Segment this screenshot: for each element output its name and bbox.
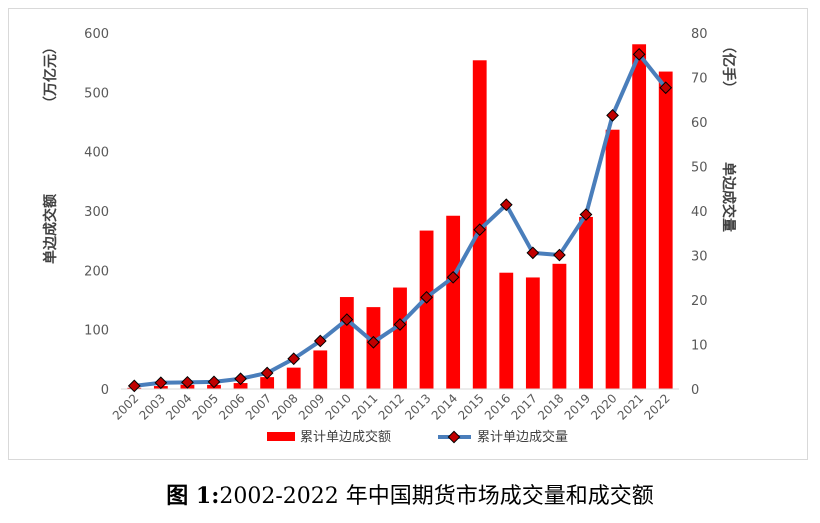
legend: 累计单边成交额 累计单边成交量: [267, 429, 568, 445]
line-marker: [393, 318, 407, 331]
x-tick-label: 2015: [455, 391, 486, 422]
x-tick-label: 2005: [190, 391, 221, 422]
figure-label: 图 1:: [166, 483, 220, 509]
bar: [419, 230, 434, 389]
x-tick-label: 2018: [535, 391, 566, 422]
legend-line-marker: [447, 430, 461, 444]
y-left-tick-label: 200: [84, 264, 109, 279]
y-right-tick-label: 80: [691, 27, 708, 42]
bar: [393, 287, 407, 389]
y-left-tick-label: 400: [84, 146, 109, 161]
y-right-tick-label: 20: [691, 294, 708, 309]
bar: [525, 277, 540, 389]
y-right-axis-title: 单边成交量: [720, 162, 737, 232]
line-marker: [499, 198, 513, 212]
line-marker: [553, 248, 566, 262]
x-tick-label: 2007: [243, 391, 274, 422]
x-tick-label: 2004: [163, 391, 194, 422]
line-marker: [340, 313, 354, 326]
line-marker: [473, 223, 487, 237]
x-tick-label: 2011: [349, 391, 380, 422]
bar: [658, 71, 673, 390]
line-marker: [659, 81, 673, 95]
bar: [233, 383, 248, 389]
line-marker: [154, 376, 168, 390]
x-tick-label: 2017: [508, 391, 539, 422]
y-right-tick-label: 10: [691, 339, 708, 354]
line-marker: [367, 335, 380, 349]
line-marker: [526, 246, 540, 260]
figure-caption: 图 1:2002-2022 年中国期货市场成交量和成交额: [0, 478, 820, 510]
y-right-tick-label: 30: [691, 250, 708, 265]
bar: [579, 216, 593, 389]
bar: [499, 272, 514, 389]
line-marker: [234, 372, 247, 386]
x-tick-label: 2006: [216, 391, 247, 422]
line-marker: [606, 108, 619, 122]
x-tick-label: 2022: [641, 391, 672, 422]
y-right-tick-label: 40: [691, 205, 708, 220]
y-left-tick-label: 300: [84, 205, 109, 220]
bar: [286, 367, 301, 389]
bar: [446, 215, 461, 389]
line-marker: [446, 270, 460, 284]
bar: [605, 129, 620, 390]
bar: [313, 350, 328, 389]
bar: [552, 263, 567, 389]
line-marker: [181, 375, 194, 389]
line-marker: [287, 352, 301, 366]
legend-bar-label: 累计单边成交额: [300, 429, 391, 445]
y-left-axis-unit: （万亿元）: [42, 40, 59, 110]
x-tick-label: 2002: [110, 391, 141, 422]
chart-frame: 0 100 200 300 400 500 600 0 10 20 30 40 50 60 70 80 2002…: [8, 8, 808, 460]
x-tick-label: 2013: [402, 391, 433, 422]
x-tick-label: 2016: [482, 391, 513, 422]
x-tick-label: 2012: [376, 391, 407, 422]
x-tick-label: 2003: [136, 391, 167, 422]
y-right-tick-label: 50: [691, 161, 708, 176]
line-marker: [420, 290, 433, 304]
line-marker: [579, 208, 593, 221]
x-tick-label: 2008: [269, 391, 300, 422]
legend-line-label: 累计单边成交量: [477, 429, 568, 445]
y-left-axis-title: 单边成交额: [42, 194, 59, 264]
chart-svg: 0 100 200 300 400 500 600 0 10 20 30 40 50 60 70 80 2002…: [42, 27, 737, 445]
x-tick-label: 2009: [296, 391, 327, 422]
y-left-tick-label: 100: [84, 324, 109, 339]
y-left-tick-label: 0: [101, 383, 109, 398]
y-left-tick-label: 500: [84, 86, 109, 101]
legend-bar-swatch: [267, 432, 295, 441]
bar: [339, 297, 354, 389]
line-marker: [127, 379, 141, 393]
x-tick-label: 2014: [429, 391, 460, 422]
figure-caption-text: 2002-2022 年中国期货市场成交量和成交额: [219, 484, 654, 509]
x-tick-label: 2019: [562, 391, 593, 422]
x-tick-label: 2021: [615, 391, 646, 422]
line-marker: [632, 47, 646, 61]
y-right-tick-label: 0: [691, 383, 699, 398]
line-marker: [260, 366, 274, 380]
y-right-tick-label: 70: [691, 72, 708, 87]
y-left-tick-label: 600: [84, 27, 109, 42]
line-marker: [313, 334, 327, 348]
x-tick-label: 2010: [322, 391, 353, 422]
y-right-axis-unit: （亿手）: [720, 39, 737, 95]
y-right-tick-label: 60: [691, 116, 708, 131]
bar: [260, 377, 275, 389]
x-tick-label: 2020: [588, 391, 619, 422]
line-marker: [207, 375, 221, 389]
bar: [632, 44, 647, 389]
